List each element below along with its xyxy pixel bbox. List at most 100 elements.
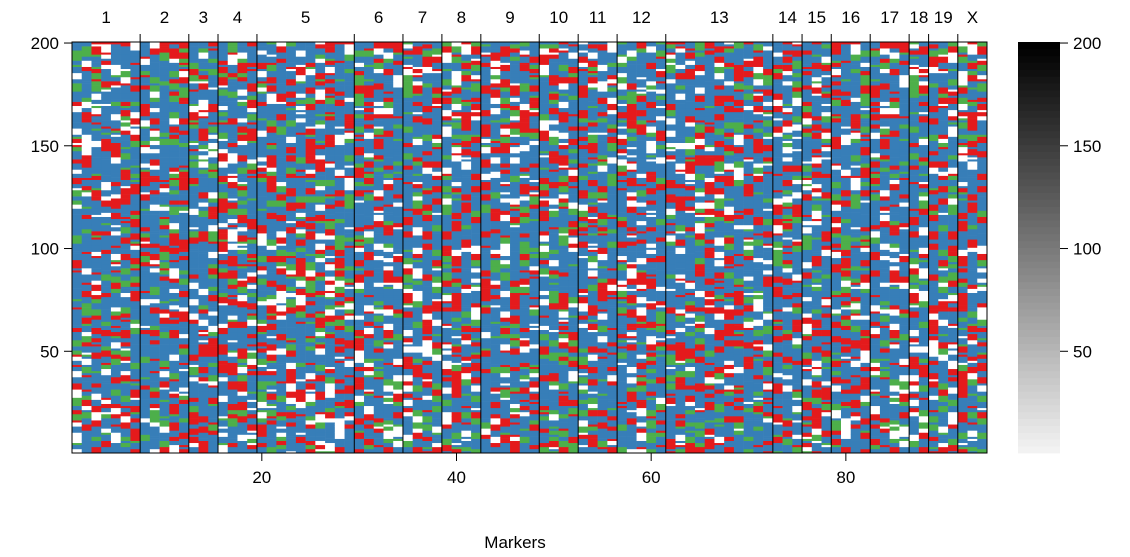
genotype-cell: [130, 442, 141, 450]
genotype-cell: [344, 399, 355, 407]
genotype-cell: [461, 422, 472, 425]
genotype-cell: [247, 231, 258, 238]
genotype-cell: [149, 370, 160, 374]
genotype-cell: [130, 122, 141, 125]
genotype-cell: [101, 91, 112, 98]
genotype-cell: [256, 374, 267, 382]
genotype-cell: [383, 407, 394, 413]
genotype-cell: [500, 255, 511, 261]
genotype-cell: [480, 450, 491, 454]
genotype-cell: [247, 95, 258, 100]
genotype-cell: [461, 446, 472, 452]
genotype-cell: [188, 436, 199, 444]
genotype-cell: [412, 339, 423, 345]
genotype-cell: [305, 247, 316, 252]
genotype-cell: [81, 391, 92, 396]
genotype-cell: [354, 235, 365, 240]
genotype-cell: [383, 446, 394, 450]
genotype-cell: [256, 97, 267, 102]
genotype-cell: [247, 272, 258, 277]
genotype-cell: [256, 325, 267, 333]
genotype-cell: [218, 105, 229, 111]
genotype-cell: [81, 214, 92, 220]
genotype-cell: [519, 175, 530, 178]
genotype-cell: [315, 107, 326, 115]
genotype-cell: [402, 276, 413, 283]
genotype-cell: [208, 440, 219, 446]
genotype-cell: [364, 159, 375, 162]
genotype-cell: [471, 103, 482, 111]
genotype-cell: [402, 245, 413, 250]
genotype-cell: [198, 165, 209, 168]
genotype-cell: [441, 87, 452, 90]
genotype-cell: [130, 253, 141, 259]
genotype-cell: [354, 405, 365, 409]
genotype-cell: [461, 356, 472, 361]
genotype-cell: [295, 360, 306, 363]
genotype-cell: [295, 436, 306, 444]
genotype-cell: [364, 405, 375, 411]
genotype-cell: [266, 319, 277, 324]
genotype-cell: [334, 401, 345, 407]
genotype-cell: [237, 319, 248, 322]
genotype-cell: [208, 68, 219, 76]
genotype-cell: [140, 356, 151, 363]
genotype-cell: [529, 157, 540, 164]
genotype-cell: [110, 383, 121, 390]
genotype-cell: [159, 210, 170, 217]
genotype-cell: [227, 315, 238, 320]
genotype-cell: [510, 152, 521, 158]
genotype-cell: [451, 268, 462, 273]
genotype-cell: [402, 288, 413, 294]
genotype-cell: [471, 111, 482, 117]
genotype-cell: [237, 249, 248, 252]
genotype-cell: [110, 413, 121, 419]
genotype-cell: [480, 44, 491, 47]
genotype-cell: [276, 185, 287, 191]
genotype-cell: [354, 360, 365, 363]
genotype-cell: [519, 278, 530, 285]
genotype-cell: [315, 432, 326, 437]
genotype-cell: [529, 409, 540, 415]
genotype-cell: [500, 42, 511, 47]
genotype-cell: [471, 115, 482, 121]
genotype-cell: [218, 109, 229, 113]
genotype-cell: [120, 302, 131, 308]
genotype-cell: [218, 222, 229, 228]
genotype-cell: [120, 292, 131, 298]
genotype-cell: [539, 175, 550, 178]
genotype-cell: [334, 255, 345, 259]
genotype-cell: [130, 218, 141, 222]
genotype-cell: [286, 52, 297, 59]
genotype-cell: [237, 381, 248, 384]
genotype-cell: [315, 370, 326, 374]
genotype-cell: [500, 62, 511, 65]
genotype-cell: [72, 122, 83, 129]
genotype-cell: [519, 189, 530, 195]
genotype-cell: [149, 444, 160, 448]
genotype-cell: [451, 272, 462, 279]
genotype-cell: [256, 245, 267, 252]
genotype-cell: [110, 218, 121, 226]
genotype-cell: [227, 372, 238, 376]
genotype-cell: [500, 364, 511, 367]
genotype-cell: [91, 266, 102, 269]
genotype-cell: [344, 333, 355, 337]
genotype-cell: [529, 364, 540, 367]
genotype-cell: [529, 276, 540, 279]
genotype-cell: [373, 243, 384, 250]
genotype-cell: [548, 103, 559, 109]
genotype-cell: [72, 337, 83, 341]
genotype-cell: [480, 288, 491, 296]
genotype-cell: [266, 249, 277, 257]
genotype-cell: [325, 229, 336, 232]
genotype-cell: [354, 272, 365, 275]
genotype-cell: [325, 450, 336, 454]
genotype-cell: [227, 91, 238, 98]
genotype-cell: [110, 323, 121, 326]
genotype-cell: [256, 56, 267, 63]
genotype-cell: [441, 307, 452, 310]
genotype-cell: [188, 298, 199, 306]
genotype-cell: [539, 305, 550, 312]
genotype-cell: [266, 148, 277, 156]
